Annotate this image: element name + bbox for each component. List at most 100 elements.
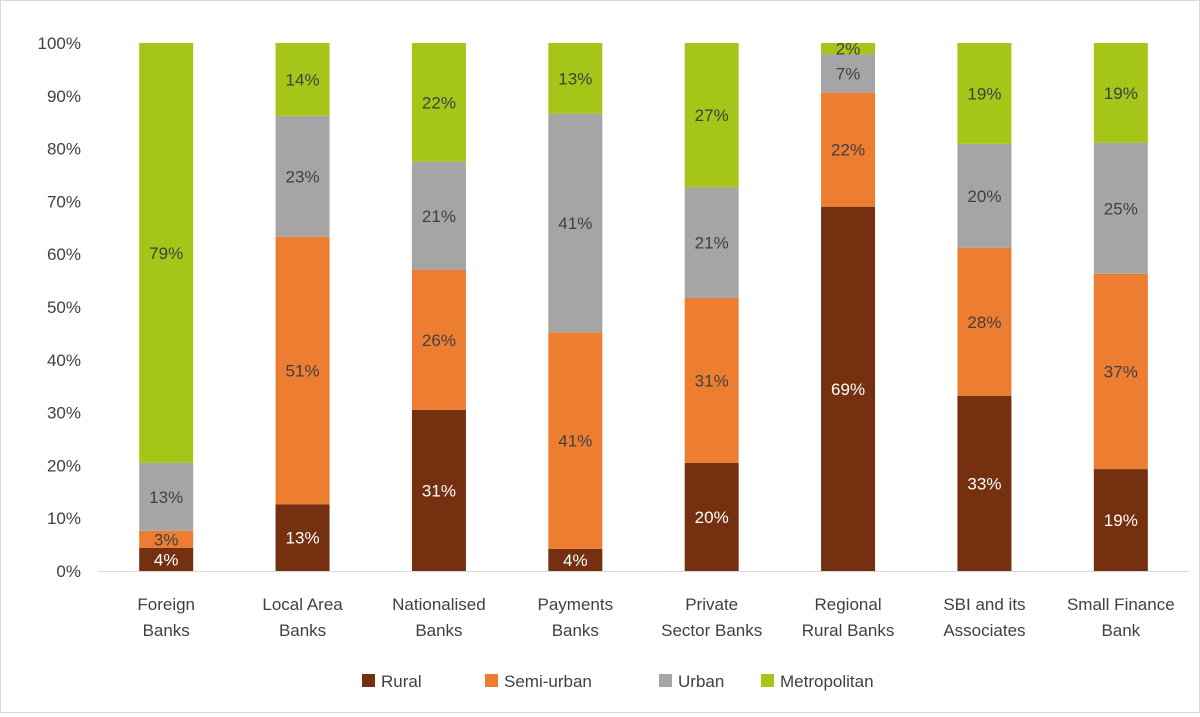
bar-segment: [139, 462, 194, 531]
data-label: 14%: [286, 70, 320, 89]
x-category-label: Associates: [943, 621, 1025, 640]
x-category-label: Banks: [415, 621, 462, 640]
x-category-label: Banks: [279, 621, 326, 640]
data-label: 20%: [695, 508, 729, 527]
bar-segment: [1093, 469, 1148, 571]
x-category-label: SBI and its: [943, 595, 1025, 614]
x-category-label: Regional: [815, 595, 882, 614]
x-category-label: Local Area: [262, 595, 343, 614]
x-category-label: Small Finance: [1067, 595, 1175, 614]
bar-segment: [139, 530, 194, 548]
y-tick-label: 40%: [47, 351, 81, 370]
data-label: 25%: [1104, 199, 1138, 218]
y-tick-label: 60%: [47, 245, 81, 264]
legend-swatch: [659, 674, 672, 687]
bar-segment: [1093, 142, 1148, 274]
data-label: 23%: [286, 167, 320, 186]
x-category-label: Nationalised: [392, 595, 486, 614]
bar-segment: [411, 43, 466, 162]
y-tick-label: 70%: [47, 192, 81, 211]
x-category-label: Banks: [552, 621, 599, 640]
x-category-label: Payments: [538, 595, 614, 614]
bar-segment: [139, 43, 194, 463]
legend-swatch: [761, 674, 774, 687]
y-axis: 0% 10% 20% 30% 40% 50% 60% 70% 80% 90% 100%: [38, 34, 81, 581]
legend-label: Urban: [678, 672, 724, 691]
data-label: 41%: [558, 214, 592, 233]
bar-segment: [275, 115, 330, 237]
bar-segment: [684, 43, 739, 188]
data-label: 22%: [422, 93, 456, 112]
data-label: 20%: [967, 187, 1001, 206]
bar-segment: [411, 270, 466, 410]
legend-label: Metropolitan: [780, 672, 874, 691]
bars: [139, 43, 1148, 571]
y-tick-label: 0%: [56, 562, 81, 581]
x-category-label: Bank: [1101, 621, 1140, 640]
data-label: 21%: [695, 234, 729, 253]
data-label: 7%: [836, 64, 861, 83]
legend-swatch: [362, 674, 375, 687]
x-category-label: Banks: [143, 621, 190, 640]
data-label: 2%: [836, 40, 861, 59]
bar-segment: [1093, 273, 1148, 470]
data-label: 3%: [154, 530, 179, 549]
bar-segment: [957, 43, 1012, 144]
data-label: 26%: [422, 331, 456, 350]
bar-segment: [684, 187, 739, 299]
bar-segment: [821, 43, 876, 55]
data-label: 33%: [967, 474, 1001, 493]
y-tick-label: 80%: [47, 140, 81, 159]
data-label: 13%: [558, 69, 592, 88]
y-tick-label: 100%: [38, 34, 81, 53]
y-tick-label: 20%: [47, 456, 81, 475]
data-labels: 4%3%13%79%13%51%23%14%31%26%21%22%4%41%4…: [149, 40, 1138, 570]
bar-segment: [821, 206, 876, 571]
data-label: 51%: [286, 362, 320, 381]
bar-segment: [684, 298, 739, 463]
x-category-label: Foreign: [137, 595, 195, 614]
bar-segment: [275, 504, 330, 571]
x-category-label: Private: [685, 595, 738, 614]
x-category-label: Sector Banks: [661, 621, 762, 640]
bar-segment: [548, 43, 603, 114]
bar-segment: [957, 247, 1012, 396]
data-label: 4%: [154, 550, 179, 569]
data-label: 19%: [967, 84, 1001, 103]
bar-segment: [548, 548, 603, 571]
bar-segment: [821, 92, 876, 207]
data-label: 19%: [1104, 84, 1138, 103]
bar-segment: [548, 332, 603, 549]
x-category-label: Rural Banks: [802, 621, 895, 640]
data-label: 4%: [563, 551, 588, 570]
data-label: 31%: [422, 481, 456, 500]
data-label: 21%: [422, 207, 456, 226]
bar-segment: [548, 113, 603, 333]
data-label: 31%: [695, 371, 729, 390]
bar-segment: [411, 161, 466, 271]
data-label: 69%: [831, 380, 865, 399]
legend-label: Rural: [381, 672, 422, 691]
data-label: 13%: [149, 488, 183, 507]
x-axis: Foreign Banks Local Area Banks Nationalised B…: [98, 571, 1189, 640]
y-tick-label: 50%: [47, 298, 81, 317]
data-label: 79%: [149, 244, 183, 263]
data-label: 22%: [831, 141, 865, 160]
data-label: 13%: [286, 529, 320, 548]
bar-segment: [139, 547, 194, 571]
bar-segment: [957, 395, 1012, 571]
y-tick-label: 30%: [47, 404, 81, 423]
bar-segment: [1093, 43, 1148, 143]
y-tick-label: 90%: [47, 87, 81, 106]
legend-swatch: [485, 674, 498, 687]
bar-segment: [411, 409, 466, 571]
data-label: 27%: [695, 106, 729, 125]
data-label: 19%: [1104, 511, 1138, 530]
bar-segment: [275, 236, 330, 505]
bar-segment: [821, 54, 876, 93]
data-label: 28%: [967, 313, 1001, 332]
legend-label: Semi-urban: [504, 672, 592, 691]
bar-segment: [957, 143, 1012, 248]
